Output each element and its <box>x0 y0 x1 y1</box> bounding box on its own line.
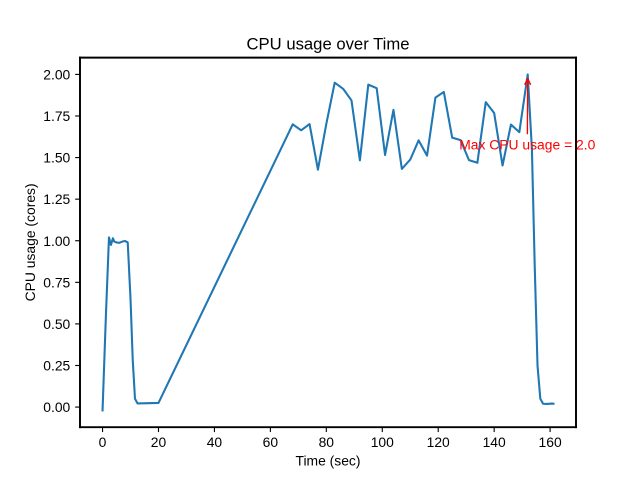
svg-text:CPU usage (cores): CPU usage (cores) <box>22 183 38 301</box>
svg-text:160: 160 <box>539 434 562 450</box>
svg-text:20: 20 <box>151 434 167 450</box>
svg-text:1.75: 1.75 <box>43 108 70 124</box>
svg-text:0.00: 0.00 <box>43 399 70 415</box>
svg-text:0.25: 0.25 <box>43 358 70 374</box>
svg-text:1.50: 1.50 <box>43 150 70 166</box>
svg-text:100: 100 <box>371 434 394 450</box>
svg-text:60: 60 <box>263 434 279 450</box>
svg-text:0: 0 <box>99 434 107 450</box>
svg-text:Max CPU usage = 2.0: Max CPU usage = 2.0 <box>459 136 595 152</box>
svg-text:Time (sec): Time (sec) <box>295 452 360 468</box>
svg-text:2.00: 2.00 <box>43 66 70 82</box>
svg-text:CPU usage over Time: CPU usage over Time <box>247 34 410 53</box>
svg-text:80: 80 <box>319 434 335 450</box>
svg-text:1.25: 1.25 <box>43 191 70 207</box>
svg-text:1.00: 1.00 <box>43 233 70 249</box>
svg-text:0.75: 0.75 <box>43 274 70 290</box>
svg-text:140: 140 <box>483 434 506 450</box>
svg-text:120: 120 <box>427 434 450 450</box>
svg-text:0.50: 0.50 <box>43 316 70 332</box>
svg-text:40: 40 <box>207 434 223 450</box>
